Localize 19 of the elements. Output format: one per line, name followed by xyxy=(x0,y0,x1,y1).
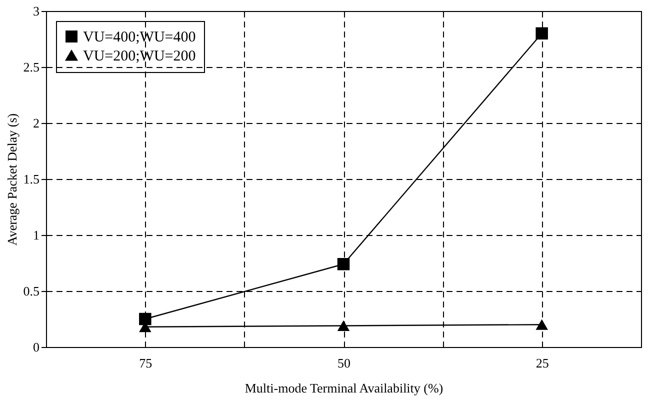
legend-label: VU=200;WU=200 xyxy=(83,48,196,64)
y-tick-label: 1 xyxy=(33,228,40,242)
y-tick-label: 3 xyxy=(33,4,40,18)
y-tick-label: 2 xyxy=(33,116,40,130)
y-tick-label: 0 xyxy=(33,340,40,354)
y-tick-label: 1.5 xyxy=(23,172,40,186)
x-tick-label: 50 xyxy=(338,356,350,370)
point xyxy=(337,258,350,270)
point xyxy=(536,27,548,40)
x-tick-label: 75 xyxy=(139,356,152,370)
y-axis-title: Average Packet Delay (s) xyxy=(4,113,20,246)
y-tick-label: 2.5 xyxy=(23,60,40,74)
x-axis-title: Multi-mode Terminal Availability (%) xyxy=(244,380,444,396)
point xyxy=(536,319,548,330)
y-tick-label: 0.5 xyxy=(23,284,40,298)
legend-label: VU=400;WU=400 xyxy=(83,30,196,46)
point xyxy=(337,320,350,332)
x-tick-label: 25 xyxy=(536,356,549,370)
point xyxy=(139,312,152,326)
